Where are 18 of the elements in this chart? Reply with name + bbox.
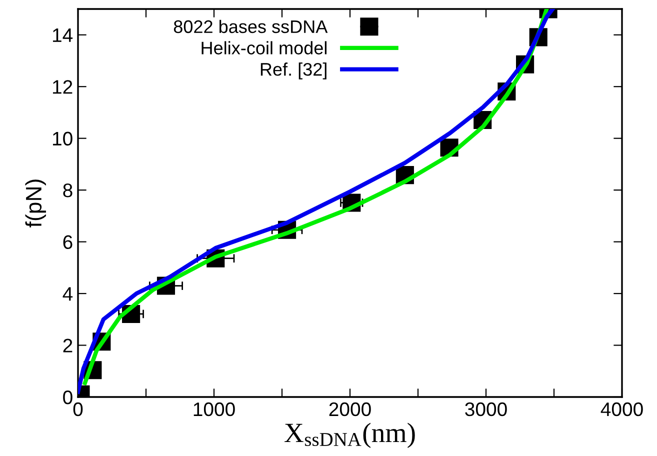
legend-label: Helix-coil model (202, 41, 326, 54)
y-tick-label: 12 (52, 80, 72, 94)
x-tick-label: 0 (73, 402, 83, 416)
y-axis-title: f(pN) (25, 180, 46, 228)
x-axis-title: X$_{ssDNA}$(nm) (284, 422, 415, 448)
y-tick-label: 8 (63, 184, 72, 198)
y-tick-label: 10 (52, 132, 72, 146)
x-tick-label: 4000 (600, 402, 643, 416)
y-tick-label: 14 (52, 28, 73, 42)
legend-label: 8022 bases ssDNA (174, 20, 328, 34)
y-tick-label: 6 (63, 235, 72, 250)
y-tick-label: 2 (63, 338, 72, 352)
legend-label: Ref. [32] (260, 62, 326, 80)
x-tick-label: 1000 (194, 402, 235, 416)
x-tick-label: 3000 (465, 402, 507, 416)
y-tick-label: 0 (63, 390, 72, 404)
x-tick-label: 2000 (329, 402, 371, 416)
y-tick-label: 4 (62, 287, 73, 301)
